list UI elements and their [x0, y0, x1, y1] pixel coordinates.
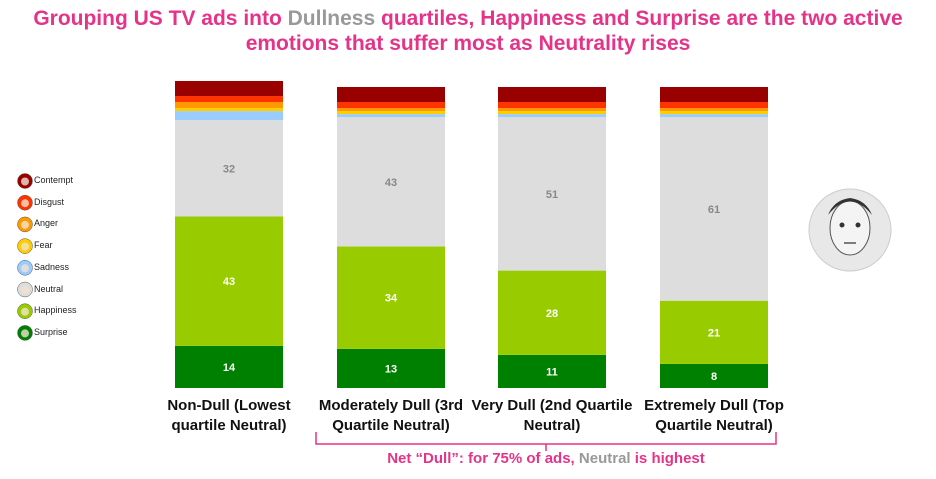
legend-label: Fear	[34, 240, 53, 251]
bar-segment	[175, 80, 283, 97]
bar-segment	[337, 87, 445, 103]
legend-item	[17, 260, 33, 276]
data-label: 51	[546, 189, 558, 201]
bar-segment	[660, 117, 768, 301]
data-label: 13	[385, 363, 397, 375]
bar-segment	[175, 96, 283, 103]
legend-label: Neutral	[34, 283, 64, 294]
legend-face	[21, 199, 29, 208]
data-label: 21	[708, 327, 720, 339]
legend-item	[17, 194, 33, 211]
legend-item	[17, 216, 33, 233]
bar-segment	[498, 102, 606, 109]
data-label: 43	[385, 177, 397, 189]
bar-segment	[660, 363, 768, 388]
legend-face	[21, 286, 29, 294]
bar-segment	[498, 117, 606, 271]
legend-face	[21, 264, 29, 273]
legend-item	[17, 303, 33, 319]
bar-segment	[175, 111, 283, 121]
legend-item	[17, 281, 33, 298]
bar-segment	[660, 111, 768, 115]
bracket	[315, 432, 777, 451]
chart-title: Grouping US TV ads into Dullness quartil…	[8, 6, 928, 56]
bar-segment	[660, 108, 768, 112]
bar-segment	[660, 102, 768, 109]
face-icon	[808, 188, 892, 272]
note-segment: is highest	[630, 450, 705, 467]
data-label: 11	[546, 366, 558, 378]
data-label: 14	[223, 362, 236, 374]
x-tick-label: Moderately Dull (3rd Quartile Neutral)	[318, 397, 464, 434]
legend-label: Disgust	[34, 196, 65, 207]
bar-segment	[660, 114, 768, 118]
data-label: 32	[223, 163, 235, 175]
data-label: 28	[546, 308, 558, 320]
bar-segment	[337, 348, 445, 388]
bar-segment	[498, 114, 606, 118]
bar-segment	[498, 87, 606, 103]
legend-face	[21, 329, 29, 338]
bar-segment	[175, 216, 283, 346]
data-label: 43	[223, 276, 235, 288]
bar-segment	[498, 111, 606, 115]
note-segment: Neutral	[578, 450, 631, 467]
x-tick-label: Very Dull (2nd Quartile Neutral)	[471, 397, 633, 434]
bar-segment	[337, 114, 445, 118]
bar-segment	[175, 345, 283, 388]
annotation: Net “Dull”: for 75% of ads, Neutral is h…	[300, 450, 792, 467]
bar-segment	[337, 102, 445, 109]
title-segment: Grouping US TV ads into	[33, 7, 288, 30]
bar-segment	[498, 108, 606, 112]
bar-segment	[337, 108, 445, 112]
legend-face	[21, 307, 29, 316]
data-label: 61	[708, 204, 720, 216]
bar-segment	[175, 120, 283, 217]
note-segment: Net “Dull”: for 75% of ads,	[387, 450, 579, 467]
bar-segment	[337, 111, 445, 115]
legend-label: Surprise	[34, 326, 68, 337]
title-segment: quartiles, Happiness and Surprise are th…	[245, 7, 903, 55]
bar-segment	[337, 246, 445, 349]
legend-label: Happiness	[34, 305, 77, 316]
legend-label: Sadness	[34, 261, 70, 272]
legend-item	[17, 325, 33, 341]
legend-label: Anger	[34, 218, 59, 229]
legend-face	[21, 242, 29, 251]
bar-segment	[660, 300, 768, 364]
bar-segment	[660, 87, 768, 103]
data-label: 8	[711, 371, 717, 383]
legend-face	[21, 177, 29, 186]
bar-segment	[175, 102, 283, 109]
bar-segment	[337, 117, 445, 247]
bar-segment	[498, 270, 606, 355]
x-tick-label: Non-Dull (Lowest quartile Neutral)	[167, 397, 291, 434]
legend-face	[21, 220, 29, 229]
legend-item	[17, 238, 33, 254]
data-label: 34	[385, 293, 398, 305]
legend-item	[17, 173, 33, 189]
x-tick-label: Extremely Dull (Top Quartile Neutral)	[644, 397, 784, 434]
legend-label: Contempt	[34, 175, 74, 185]
bar-segment	[175, 108, 283, 112]
title-segment: Dullness	[287, 7, 376, 30]
bar-segment	[498, 354, 606, 388]
